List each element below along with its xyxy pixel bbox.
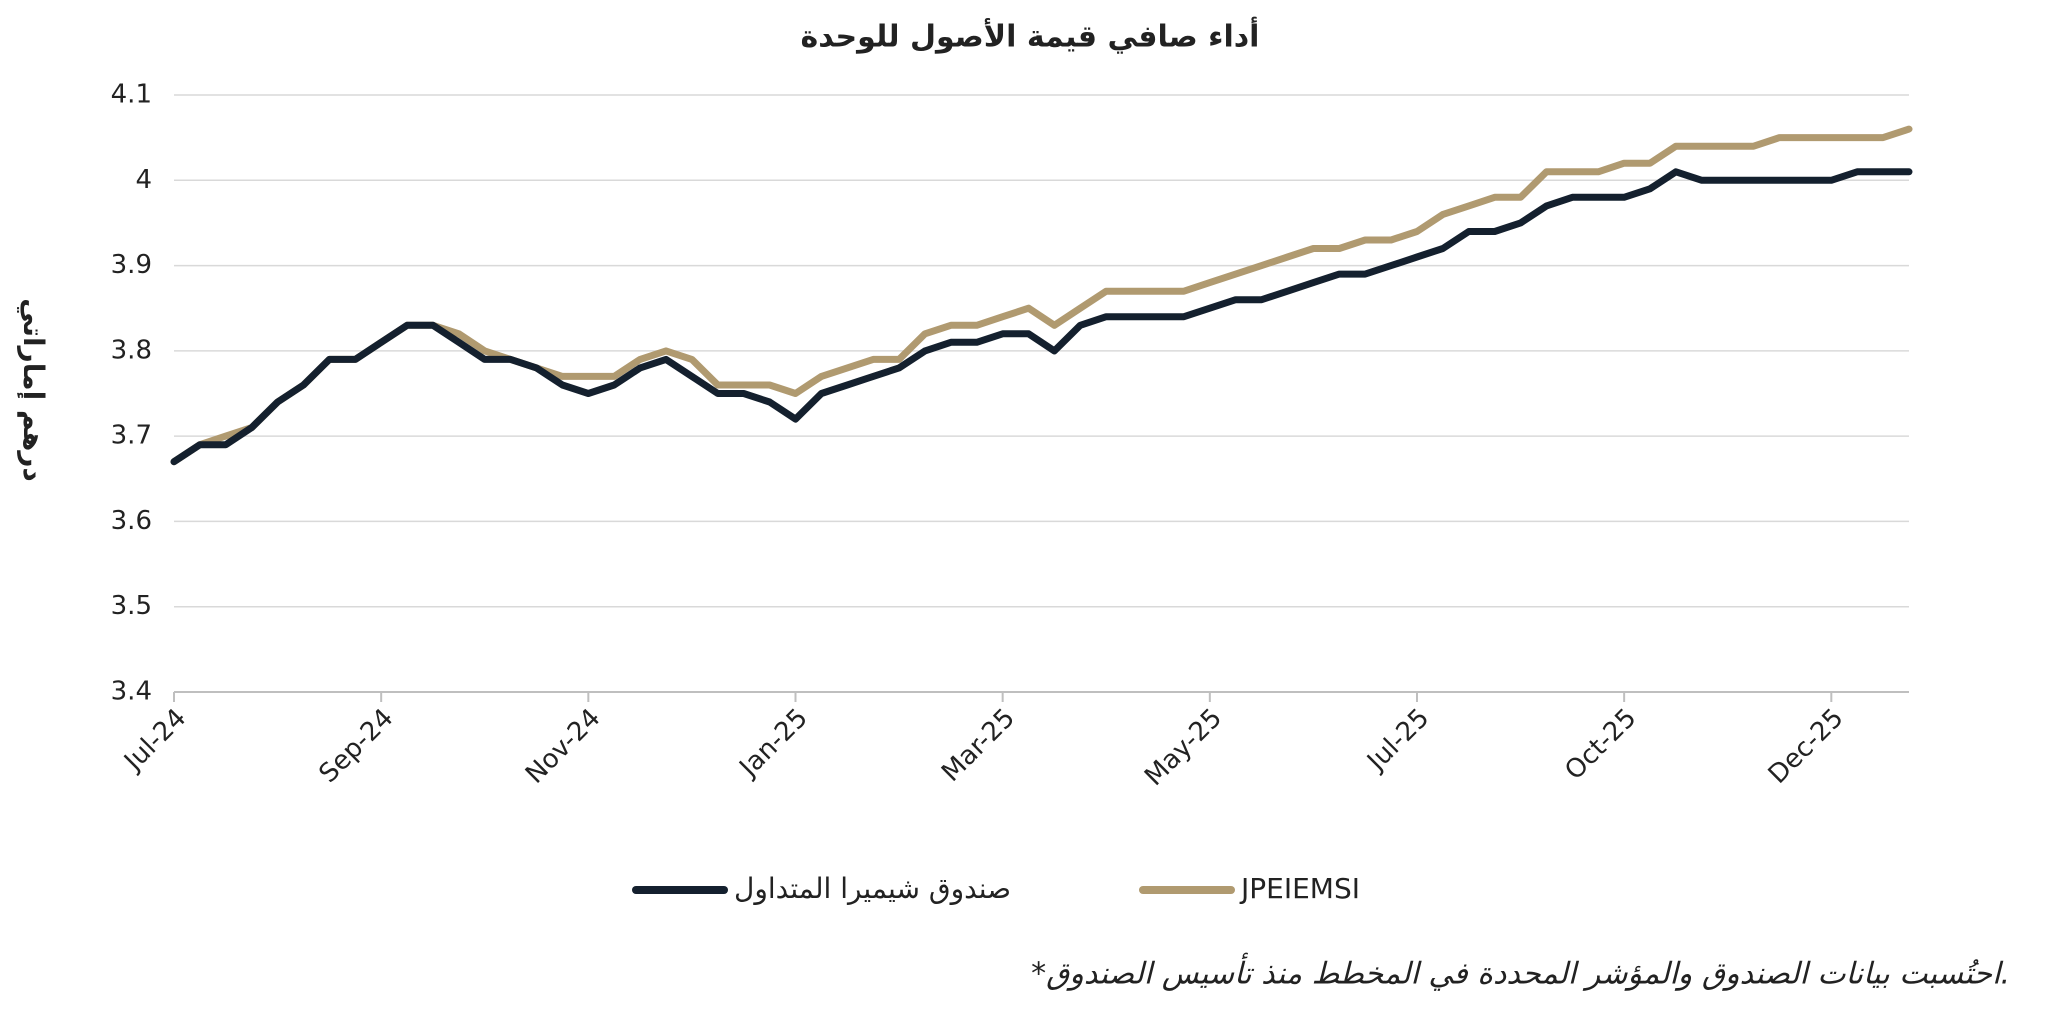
x-tick-label: Sep-24 — [314, 703, 400, 789]
y-tick-label: 3.4 — [111, 677, 152, 707]
y-tick-label: 4.1 — [111, 80, 152, 110]
y-tick-label: 3.6 — [111, 506, 152, 536]
legend-label: JPEIEMSI — [1239, 872, 1360, 905]
x-tick-label: Oct-25 — [1559, 703, 1642, 786]
series-line — [170, 168, 1913, 466]
series-line — [170, 125, 1913, 466]
x-tick-label: Mar-25 — [936, 703, 1021, 788]
x-tick-label: Dec-25 — [1763, 703, 1850, 790]
x-tick-label: Jul-24 — [117, 703, 192, 778]
y-tick-label: 3.7 — [111, 421, 152, 451]
x-tick-label: May-25 — [1139, 703, 1228, 792]
footnote: *احتُسبت بيانات الصندوق والمؤشر المحددة … — [1031, 953, 2010, 992]
x-tick-label: Jan-25 — [733, 703, 814, 784]
legend-label: صندوق شيميرا المتداول — [734, 872, 1011, 905]
chart-title: أداء صافي قيمة الأصول للوحدة — [801, 17, 1260, 55]
y-tick-label: 3.9 — [111, 250, 152, 280]
y-axis-label: درهم إماراتي — [16, 298, 50, 482]
y-tick-label: 3.8 — [111, 335, 152, 365]
y-tick-label: 4 — [135, 165, 152, 195]
x-tick-label: Nov-24 — [520, 703, 607, 790]
y-tick-label: 3.5 — [111, 591, 152, 621]
x-tick-label: Jul-25 — [1360, 703, 1435, 778]
